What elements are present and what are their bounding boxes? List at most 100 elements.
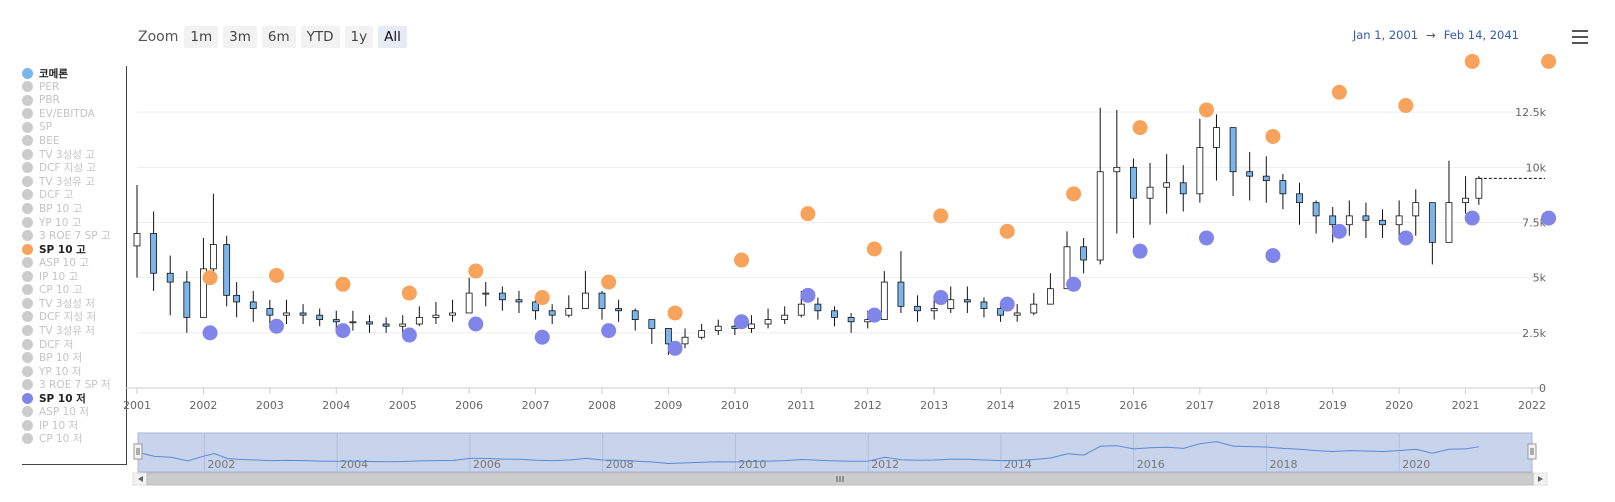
legend-item[interactable]: PBR [22,93,60,107]
x-tick-label: 2014 [987,399,1015,412]
legend-label: TV 3성유 저 [39,324,95,337]
candle-body [133,233,141,247]
zoom-ytd-button[interactable]: YTD [300,26,340,48]
legend-item[interactable]: IP 10 고 [22,269,78,283]
price-candle [1345,200,1353,236]
scatter-point [1331,84,1347,100]
legend-item[interactable]: DCF 지성 저 [22,310,96,324]
legend-marker-icon [22,203,33,214]
legend-item[interactable]: YP 10 고 [22,215,81,229]
scatter-point [933,290,949,306]
x-tick-label: 2001 [123,399,151,412]
range-from-input[interactable]: Jan 1, 2001 [1352,28,1419,42]
legend-item[interactable]: 3 ROE 7 SP 고 [22,229,111,243]
scroll-right-arrow-icon[interactable] [1538,476,1543,482]
legend-item[interactable]: TV 3성성 저 [22,296,95,310]
price-candle [465,277,473,314]
price-candle [449,299,456,322]
legend-label: PER [39,80,60,93]
legend-item[interactable]: DCF 저 [22,337,73,351]
scrollbar[interactable] [132,472,1548,486]
candle-body [1445,202,1453,243]
legend-item[interactable]: SP [22,120,52,134]
price-candle [150,211,158,291]
navigator-right-handle[interactable] [1527,443,1537,460]
candle-body [1213,127,1220,148]
price-candle [166,255,174,316]
scatter-point [1541,53,1557,69]
zoom-all-button[interactable]: All [378,26,407,48]
price-candle [349,310,357,331]
zoom-1m-button[interactable]: 1m [184,26,219,48]
price-candle [223,235,231,307]
legend-item[interactable]: CP 10 저 [22,432,82,446]
price-candle [698,324,706,340]
price-candle [133,184,141,278]
candle-body [565,308,573,316]
price-candle [1179,165,1187,212]
candle-body [382,323,390,327]
range-to-input[interactable]: Feb 14, 2041 [1443,28,1519,42]
legend-item[interactable]: PER [22,80,59,94]
price-candle [1329,207,1337,243]
legend-item[interactable]: ASP 10 저 [22,405,89,419]
candle-body [209,244,217,270]
price-candle [316,308,324,327]
legend-item[interactable]: TV 3성유 고 [22,174,95,188]
scatter-point [1199,230,1214,246]
scatter-point [1331,223,1347,239]
scatter-point [933,208,949,224]
legend-item[interactable]: TV 3성유 저 [22,323,95,337]
candle-body [299,312,307,316]
legend-marker-icon [22,297,33,309]
scatter-point [534,329,550,345]
legend-item[interactable]: SP 10 저 [22,391,86,405]
candle-body [598,292,606,309]
legend-item[interactable]: SP 10 고 [22,242,86,256]
legend-item[interactable]: YP 10 저 [22,364,81,378]
chart-menu-icon[interactable] [1572,30,1588,44]
scatter-point [468,263,484,279]
candle-body [1046,288,1054,305]
x-tick-label: 2022 [1518,399,1546,412]
legend-item[interactable]: IP 10 저 [22,418,78,432]
x-tick-label: 2011 [787,399,815,412]
legend-item[interactable]: 3 ROE 7 SP 저 [22,378,111,392]
scatter-point [999,296,1015,312]
legend-item[interactable]: DCF 고 [22,188,73,202]
legend-item[interactable]: TV 3성성 고 [22,147,95,161]
zoom-1y-button[interactable]: 1y [344,26,374,48]
scatter-point [1265,248,1281,264]
legend-item[interactable]: ASP 10 고 [22,256,89,270]
legend-item[interactable]: BP 10 고 [22,202,82,216]
price-candle [781,306,789,325]
legend-item[interactable]: BP 10 저 [22,351,82,365]
x-tick-label: 2016 [1119,399,1147,412]
legend-item[interactable]: BEE [22,134,59,148]
navigator: 2002 2004 2006 2008 2010 2012 2014 2016 2018 2020… [132,432,1548,486]
scatter-point [1132,120,1148,136]
price-candle [1096,107,1104,265]
navigator-left-handle[interactable] [133,443,143,460]
zoom-3m-button[interactable]: 3m [223,26,257,48]
candle-body [914,305,921,312]
legend-marker-icon [22,81,33,93]
legend-item[interactable]: 코메론 [22,66,68,80]
candle-body [1080,246,1088,261]
price-candle [1046,273,1054,305]
legend-label: IP 10 저 [39,419,79,432]
candle-body [1130,166,1137,199]
legend-item[interactable]: DCF 지성 고 [22,161,96,175]
zoom-6m-button[interactable]: 6m [261,26,296,48]
x-tick-label: 2012 [854,399,882,412]
legend-marker-icon [22,338,33,350]
candle-body [482,292,490,295]
price-candle [382,317,390,333]
legend-item[interactable]: CP 10 고 [22,283,82,297]
price-candle [880,271,888,320]
candle-body [349,321,357,324]
legend-item[interactable]: EV/EBITDA [22,107,95,121]
scroll-left-arrow-icon[interactable] [138,476,143,482]
scatter-point [667,305,683,321]
x-tick-label: 2019 [1319,399,1347,412]
